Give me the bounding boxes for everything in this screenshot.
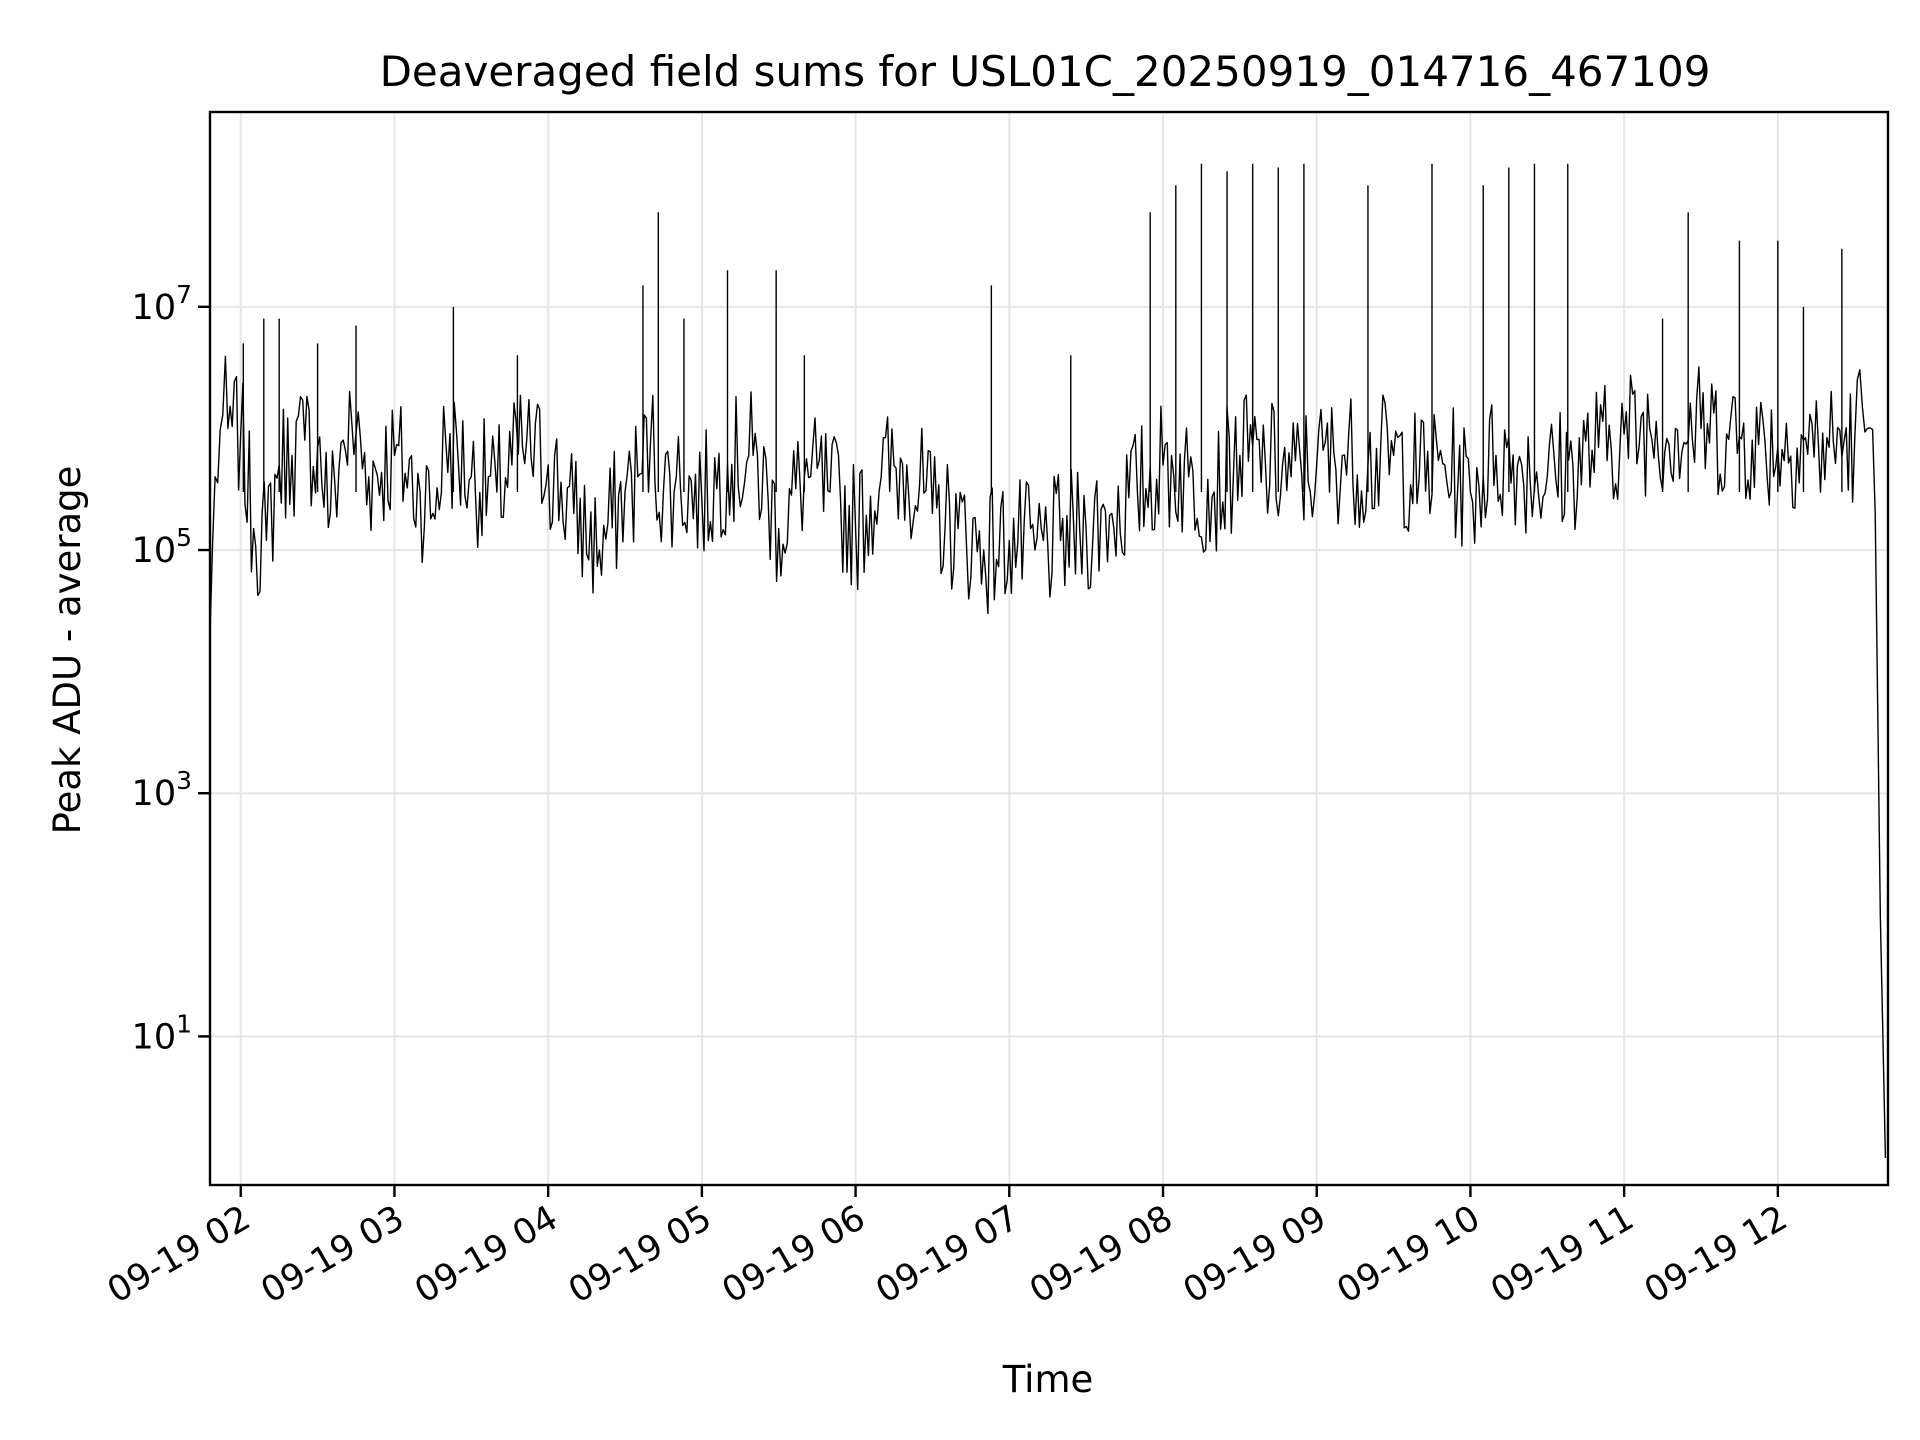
plot-frame <box>208 110 1890 1187</box>
y-tick-label: 105 <box>132 523 192 571</box>
spikes <box>242 163 1843 492</box>
chart-title: Deaveraged field sums for USL01C_2025091… <box>380 47 1711 96</box>
y-axis-ticks: 101 103 105 107 <box>132 280 210 1057</box>
y-axis-label: Peak ADU - average <box>46 466 89 835</box>
x-axis-label: Time <box>1002 1358 1094 1401</box>
series-line <box>209 355 1887 1159</box>
y-tick-label: 101 <box>132 1009 192 1057</box>
grid <box>210 112 1888 1185</box>
y-tick-label: 103 <box>132 766 192 814</box>
y-tick-label: 107 <box>132 280 192 328</box>
